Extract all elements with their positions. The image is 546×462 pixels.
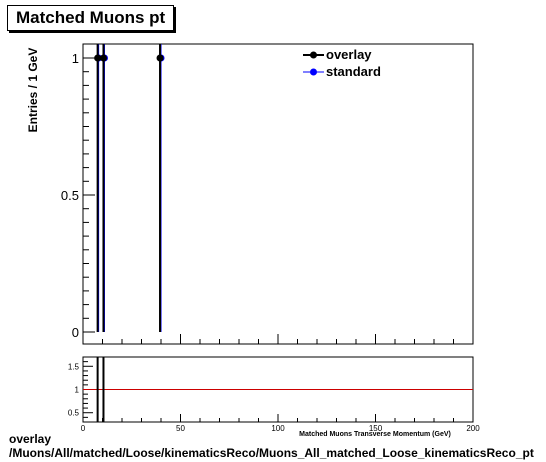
footer-histogram-path: /Muons/All/matched/Loose/kinematicsReco/… [9,446,534,460]
legend-marker-overlay [310,51,317,59]
x-axis-label: Matched Muons Transverse Momentum (GeV) [299,431,451,438]
overlay-point [94,54,102,62]
ratio-x-tick-label: 0 [81,424,86,433]
ratio-y-tick-label: 0.5 [68,409,80,418]
ratio-x-tick-label: 150 [369,424,383,433]
overlay-point [99,54,107,62]
legend-label-standard: standard [326,64,381,79]
main-y-tick-label: 1 [72,51,79,66]
ratio-x-tick-label: 50 [176,424,185,433]
main-y-axis-label: Entries / 1 GeV [26,48,40,133]
main-y-tick-label: 0.5 [61,188,79,203]
ratio-y-tick-label: 1 [75,386,80,395]
ratio-y-axis-ticks: 0.5 1 1.5 [68,356,93,418]
ratio-data-marks [83,357,473,422]
ratio-y-tick-label: 1.5 [68,362,80,371]
main-data-marks [94,44,165,332]
main-y-tick-label: 0 [72,325,79,340]
legend: overlay standard [303,47,381,79]
main-x-axis-ticks [82,334,474,344]
legend-label-overlay: overlay [326,47,372,62]
chart-title: Matched Muons pt [7,5,175,31]
ratio-x-axis-ticks: 0 50 100 150 200 [81,414,480,433]
ratio-x-tick-label: 100 [271,424,285,433]
footer-dataset-label: overlay [9,432,52,446]
ratio-x-tick-label: 200 [466,424,480,433]
overlay-point [156,54,164,62]
main-plot-frame [82,43,474,345]
legend-marker-standard [310,68,317,76]
main-y-axis-ticks: 00.51 [61,51,95,340]
